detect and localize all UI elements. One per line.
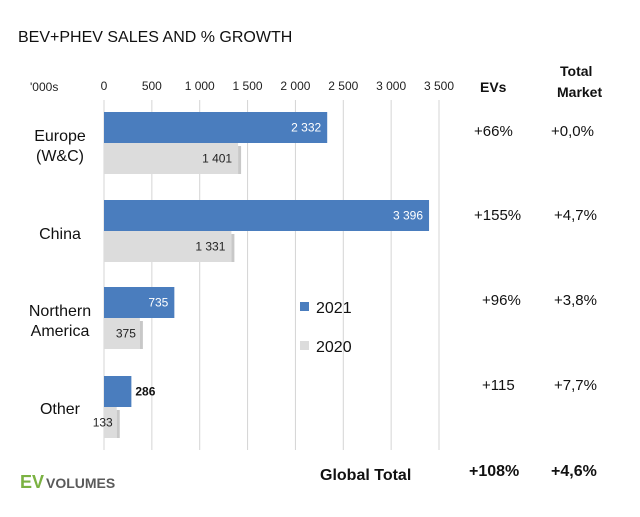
category-label: Other — [40, 401, 81, 418]
category-labels: Europe (W&C) China Northern America Other — [29, 128, 91, 418]
evs-growth-europe: +66% — [474, 123, 513, 140]
logo-ev-text: EV — [20, 472, 44, 492]
legend: 2021 2020 — [300, 300, 352, 356]
evs-column-header: EVs — [480, 79, 507, 95]
legend-swatch-2020 — [300, 341, 309, 350]
x-tick-label: 1 000 — [185, 79, 215, 93]
legend-swatch-2021 — [300, 302, 309, 311]
data-label-2020: 375 — [116, 327, 136, 341]
data-label-2021: 735 — [148, 296, 168, 310]
x-tick-label: 0 — [101, 79, 108, 93]
x-tick-label: 3 500 — [424, 79, 454, 93]
x-tick-label: 2 000 — [280, 79, 310, 93]
unit-label: '000s — [30, 80, 58, 94]
x-tick-label: 1 500 — [233, 79, 263, 93]
market-growth-north-america: +3,8% — [554, 292, 597, 309]
data-label-2021: 3 396 — [393, 209, 423, 223]
data-label-2020: 1 331 — [195, 240, 225, 254]
evs-growth-north-america: +96% — [482, 292, 521, 309]
bar-2020 — [104, 143, 239, 174]
x-axis-ticks: 0 500 1 000 1 500 2 000 2 500 3 000 3 500 — [101, 79, 455, 93]
global-total-market: +4,6% — [551, 463, 597, 480]
bar-2020 — [104, 231, 232, 262]
bar-shadow — [139, 321, 143, 349]
market-growth-europe: +0,0% — [551, 123, 594, 140]
bar-2020 — [104, 318, 140, 349]
category-label: China — [39, 226, 81, 243]
category-label: Northern America — [29, 303, 91, 340]
bar-2021 — [104, 200, 430, 231]
chart-title: BEV+PHEV SALES AND % GROWTH — [18, 29, 292, 46]
market-growth-china: +4,7% — [554, 207, 597, 224]
ev-volumes-logo: EV VOLUMES — [20, 472, 115, 492]
data-labels: 2 332 1 401 3 396 1 331 735 375 286 133 — [93, 121, 424, 430]
bar-2021 — [104, 376, 132, 407]
x-tick-label: 500 — [142, 79, 162, 93]
data-label-2020: 1 401 — [202, 152, 232, 166]
bars — [104, 112, 430, 438]
evs-growth-other: +115 — [482, 377, 515, 394]
x-tick-label: 3 000 — [376, 79, 406, 93]
market-column-header-line2: Market — [557, 84, 602, 100]
logo-volumes-text: VOLUMES — [46, 475, 115, 491]
legend-label-2021: 2021 — [316, 300, 352, 317]
market-growth-other: +7,7% — [554, 377, 597, 394]
evs-growth-china: +155% — [474, 207, 521, 224]
bar-2021 — [104, 287, 175, 318]
legend-label-2020: 2020 — [316, 339, 352, 356]
bar-shadow — [238, 146, 242, 174]
bar-shadow — [231, 234, 235, 262]
data-label-2021: 2 332 — [291, 121, 321, 135]
global-total-label: Global Total — [320, 467, 411, 484]
global-total-evs: +108% — [469, 463, 519, 480]
category-label: Europe (W&C) — [34, 128, 86, 165]
data-label-2020: 133 — [93, 416, 113, 430]
bar-2021 — [104, 112, 328, 143]
bar-shadow — [116, 410, 120, 438]
data-label-2021: 286 — [135, 385, 155, 399]
x-tick-label: 2 500 — [328, 79, 358, 93]
bar-2020 — [104, 407, 117, 438]
market-column-header-line1: Total — [560, 63, 592, 79]
